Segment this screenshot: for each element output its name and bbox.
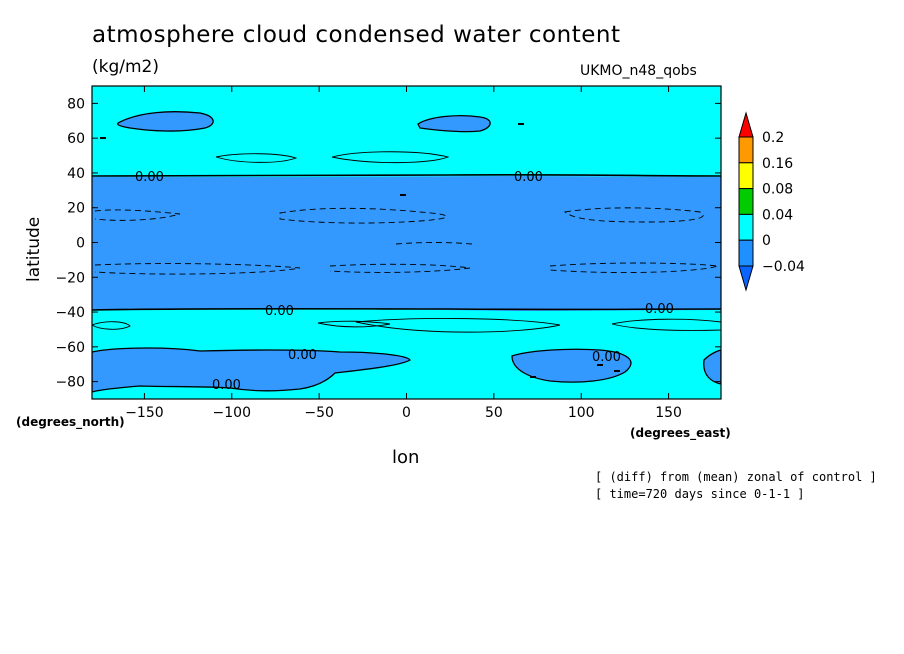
negative-region-south-1 xyxy=(92,347,411,393)
colorbar-band-4 xyxy=(738,213,754,241)
y-tick-label-6: −20 xyxy=(55,270,85,286)
colorbar-top-arrow xyxy=(738,111,754,138)
contour-lines xyxy=(92,123,721,378)
contour-label-5: 0.00 xyxy=(288,348,317,363)
model-label: UKMO_n48_qobs xyxy=(580,63,697,79)
colorbar-label-5: 0 xyxy=(762,233,771,249)
contour-label-7: 0.00 xyxy=(212,378,241,393)
y-tick-label-9: −80 xyxy=(55,375,85,391)
positive-contour-2 xyxy=(331,151,450,164)
x-tick-label-6: 100 xyxy=(568,405,595,421)
colorbar-band-3 xyxy=(738,188,754,215)
negative-region-south-3 xyxy=(703,349,721,385)
colorbar-label-1: 0.2 xyxy=(762,130,784,146)
colorbar-label-6: −0.04 xyxy=(762,259,805,275)
x-tick-label-3: −50 xyxy=(304,405,334,421)
positive-contour-5 xyxy=(355,317,561,333)
positive-contour-1 xyxy=(215,153,298,163)
note-line-2: [ time=720 days since 0-1-1 ] xyxy=(595,487,805,501)
positive-contour-3 xyxy=(92,321,131,330)
contour-labels: 0.00 0.00 0.00 0.00 0.00 0.00 0.00 xyxy=(135,170,674,393)
chart-title: atmosphere cloud condensed water content xyxy=(92,22,621,48)
negative-contour-2 xyxy=(279,207,447,224)
chart-units: (kg/m2) xyxy=(92,57,160,77)
positive-contour-6 xyxy=(611,318,721,331)
negative-contour-5 xyxy=(94,263,301,275)
y-tick-label-7: −40 xyxy=(55,305,85,321)
axes: −150 −100 −50 0 50 100 150 80 60 40 20 0 −20 −40 −60 −8… xyxy=(55,86,721,421)
contour-speck-5 xyxy=(614,370,620,372)
y-tick-label-5: 0 xyxy=(76,236,85,252)
contour-speck-2 xyxy=(400,194,406,196)
y-tick-label-2: 60 xyxy=(67,131,85,147)
colorbar-label-3: 0.08 xyxy=(762,182,793,198)
colorbar-band-1 xyxy=(738,136,754,164)
colorbar-label-2: 0.16 xyxy=(762,156,793,172)
y-axis-units: (degrees_north) xyxy=(16,415,125,429)
colorbar-bottom-arrow xyxy=(738,265,754,292)
y-tick-label-4: 20 xyxy=(67,201,85,217)
contour-speck-4 xyxy=(597,364,603,366)
colorbar-band-2 xyxy=(738,162,754,190)
negative-contour-6 xyxy=(329,263,471,273)
x-tick-label-2: −100 xyxy=(213,405,251,421)
negative-region-north-1 xyxy=(117,111,214,132)
x-axis-units: (degrees_east) xyxy=(630,426,731,440)
x-axis-label: lon xyxy=(392,447,420,468)
x-tick-label-5: 50 xyxy=(485,405,503,421)
note-line-1: [ (diff) from (mean) zonal of control ] xyxy=(595,470,877,484)
positive-contour-4 xyxy=(317,320,391,328)
negative-contour-3 xyxy=(564,207,704,223)
negative-contour-7 xyxy=(549,262,719,273)
negative-region-north-2 xyxy=(417,115,491,133)
contour-speck-3 xyxy=(518,123,524,125)
x-tick-label-4: 0 xyxy=(402,405,411,421)
y-tick-label-3: 40 xyxy=(67,166,85,182)
colorbar-label-4: 0.04 xyxy=(762,207,793,223)
zero-contour-south xyxy=(92,307,721,311)
contour-speck-6 xyxy=(530,376,536,378)
contour-label-4: 0.00 xyxy=(645,302,674,317)
colorbar: 0.2 0.16 0.08 0.04 0 −0.04 xyxy=(738,111,805,292)
contour-speck-1 xyxy=(100,137,106,139)
y-tick-label-1: 80 xyxy=(67,96,85,112)
colorbar-band-5 xyxy=(738,239,754,267)
contour-label-1: 0.00 xyxy=(135,170,164,185)
contour-label-3: 0.00 xyxy=(265,304,294,319)
negative-region-south-2 xyxy=(511,348,632,383)
x-tick-label-1: −150 xyxy=(125,405,163,421)
zero-contour-north xyxy=(92,173,721,177)
contour-label-6: 0.00 xyxy=(592,350,621,365)
y-tick-label-8: −60 xyxy=(55,340,85,356)
x-tick-label-7: 150 xyxy=(655,405,682,421)
negative-contour-1 xyxy=(94,209,181,221)
contour-label-2: 0.00 xyxy=(514,170,543,185)
